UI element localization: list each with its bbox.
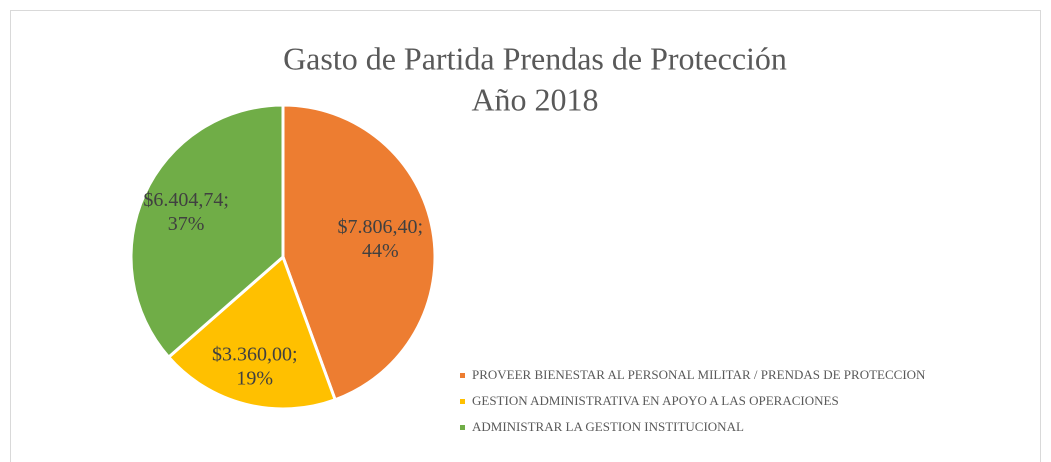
pie-slice xyxy=(129,103,285,360)
legend-label: PROVEER BIENESTAR AL PERSONAL MILITAR / … xyxy=(472,367,926,382)
chart-title: Gasto de Partida Prendas de Protección xyxy=(283,40,787,76)
legend-swatch xyxy=(460,373,465,378)
legend-swatch xyxy=(460,399,465,404)
pie-slice xyxy=(166,254,338,411)
data-label: $6.404,74; 37% xyxy=(143,189,229,235)
pie-slice xyxy=(281,103,437,402)
legend-label: ADMINISTRAR LA GESTION INSTITUCIONAL xyxy=(472,419,744,434)
data-label: $7.806,40; 44% xyxy=(338,215,424,261)
chart-subtitle: Año 2018 xyxy=(471,81,598,117)
data-label: $3.360,00; 19% xyxy=(212,343,298,389)
legend-label: GESTION ADMINISTRATIVA EN APOYO A LAS OP… xyxy=(472,393,839,408)
legend-swatch xyxy=(460,425,465,430)
